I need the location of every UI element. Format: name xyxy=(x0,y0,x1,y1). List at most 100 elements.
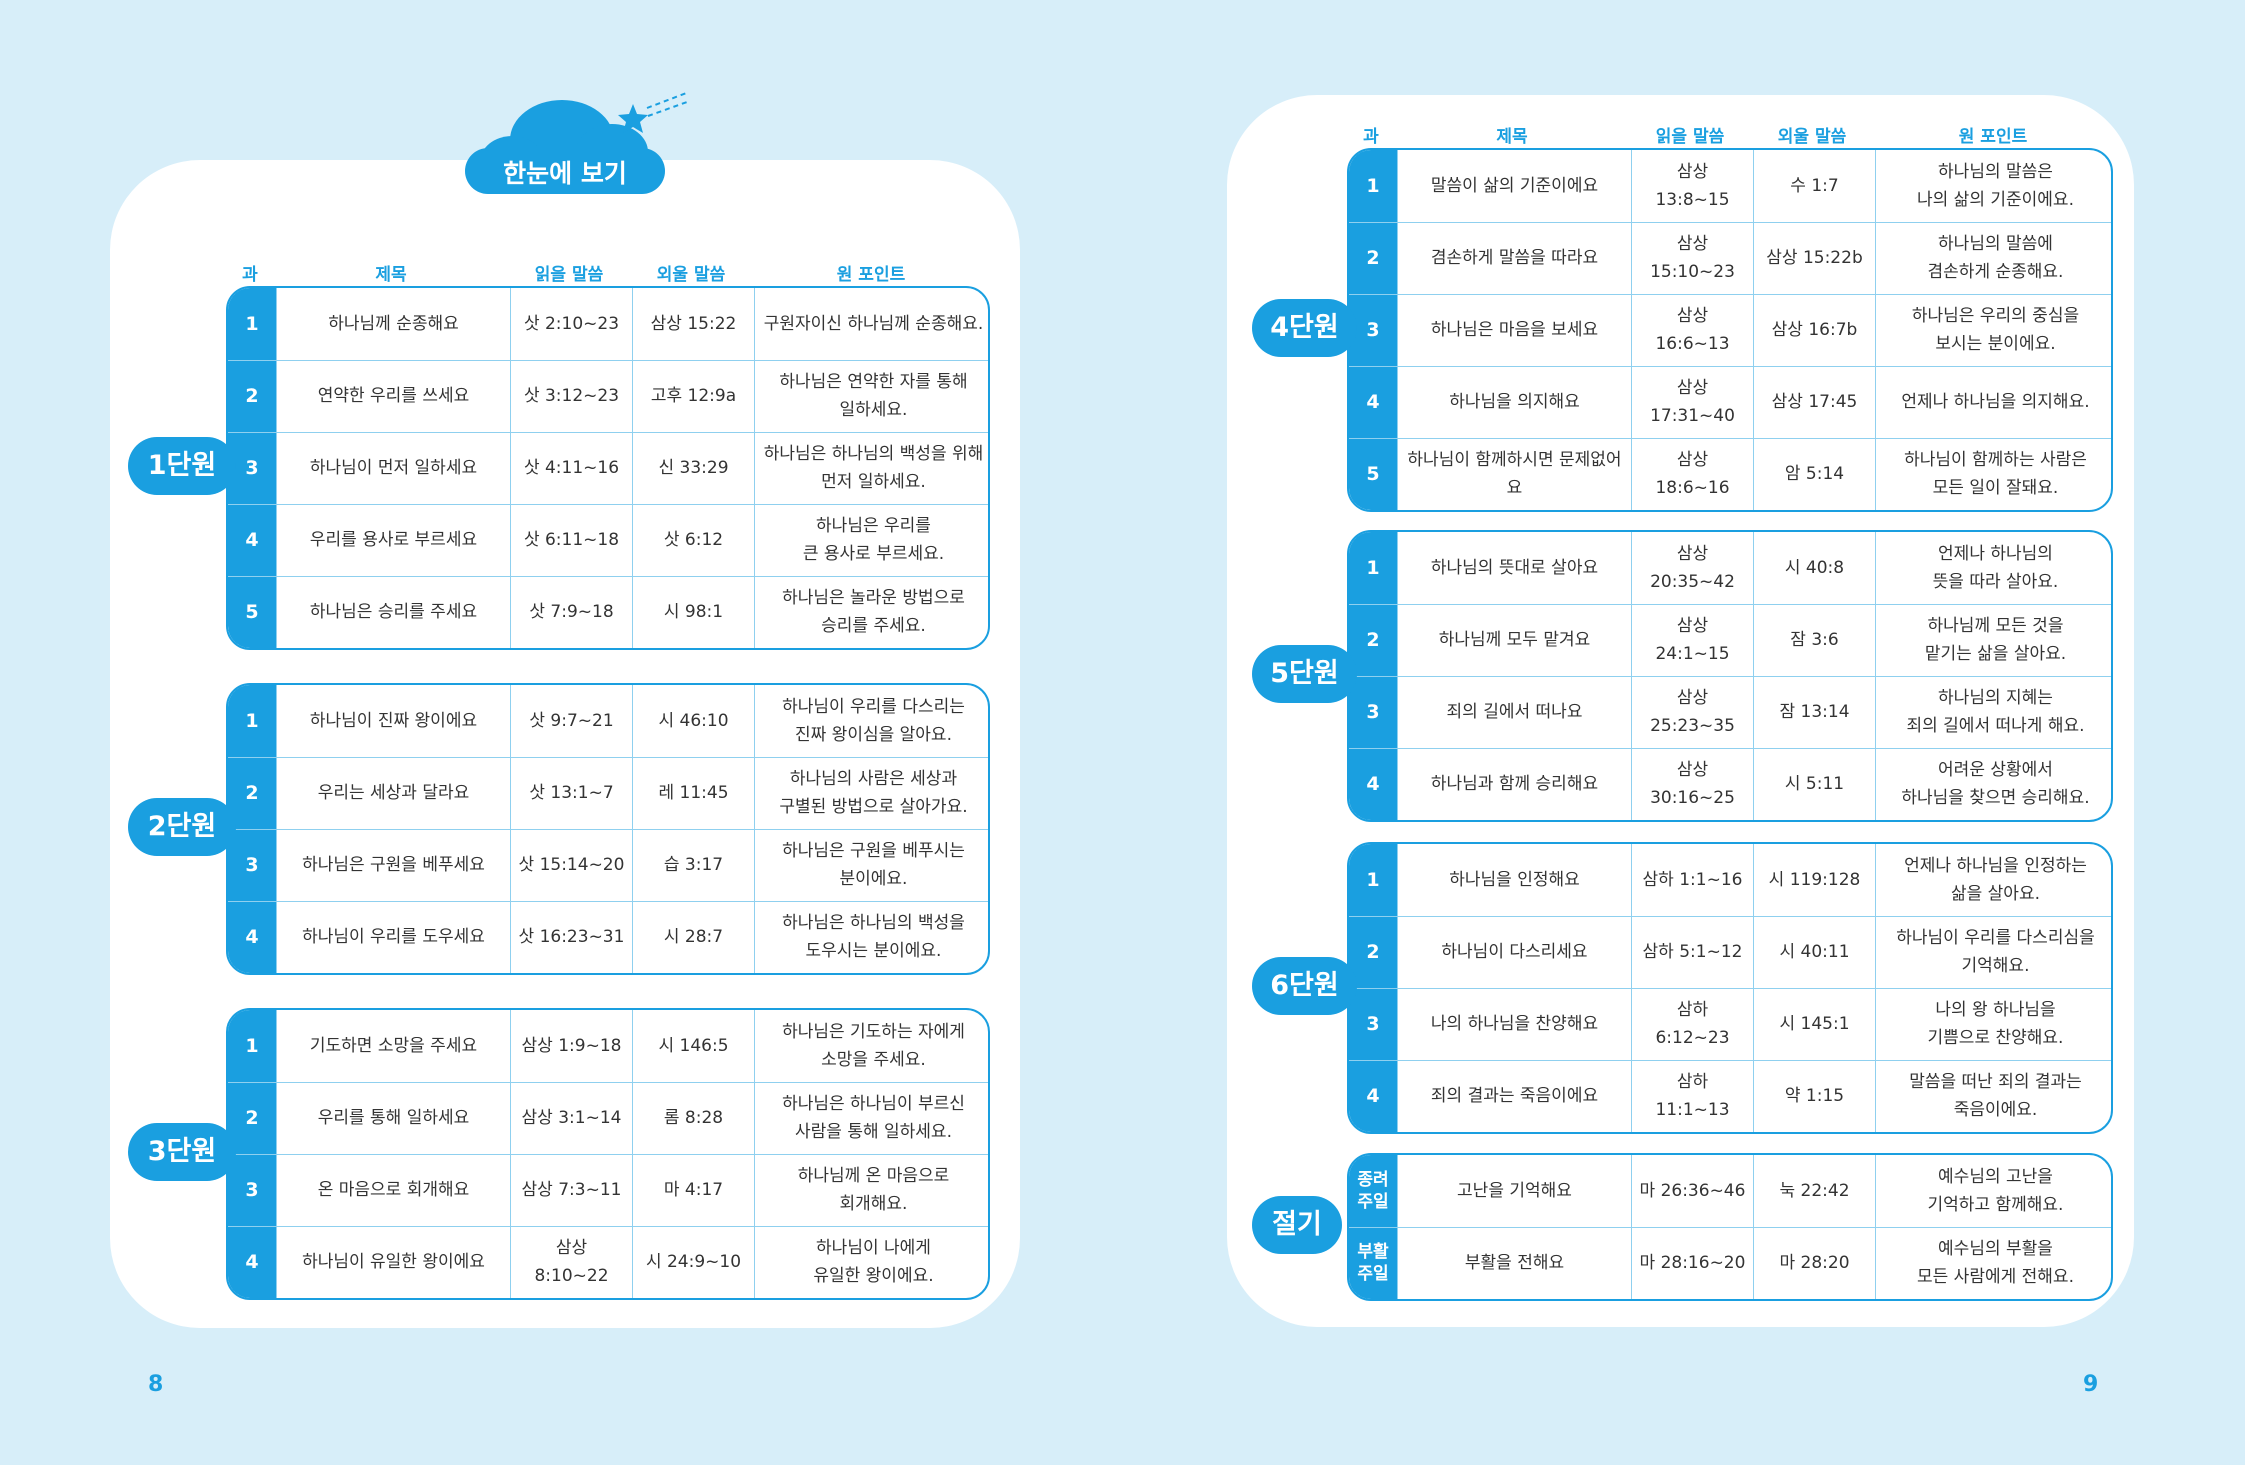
lesson-number: 2 xyxy=(245,1107,259,1129)
page-title: 한눈에 보기 xyxy=(503,159,627,188)
memory-verse: 수 1:7 xyxy=(1753,150,1875,222)
lesson-number: 5 xyxy=(1366,463,1380,485)
one-point-line: 기억해요. xyxy=(1961,956,2030,976)
memory-verse: 시 119:128 xyxy=(1753,844,1875,916)
header-reading: 읽을 말씀 xyxy=(1655,127,1725,147)
reading-passage: 삿 2:10~23 xyxy=(510,288,632,360)
unit-label: 4단원 xyxy=(1252,299,1357,357)
lesson-title: 고난을 기억해요 xyxy=(1397,1155,1631,1227)
lesson-number: 1 xyxy=(245,1035,259,1057)
one-point-line: 승리를 주세요. xyxy=(821,616,926,636)
one-point: 하나님은 놀라운 방법으로 승리를 주세요. xyxy=(754,576,988,648)
reading-passage: 삿 3:12~23 xyxy=(510,360,632,432)
lesson-title: 하나님은 구원을 베푸세요 xyxy=(276,829,510,901)
one-point-lines: 예수님의 고난을 기억하고 함께해요. xyxy=(1928,1163,2064,1219)
one-point-line: 언제나 하나님을 의지해요. xyxy=(1901,392,2090,412)
one-point-lines: 하나님은 놀라운 방법으로 승리를 주세요. xyxy=(782,584,965,640)
table-row: 1 기도하면 소망을 주세요 삼상 1:9~18 시 146:5 하나님은 기도하는 자… xyxy=(228,1010,988,1082)
reading-passage: 삼상 13:8~15 xyxy=(1631,150,1753,222)
one-point-line: 진짜 왕이심을 알아요. xyxy=(795,725,952,745)
table-row: 1 하나님이 진짜 왕이에요 삿 9:7~21 시 46:10 하나님이 우리를 다스리… xyxy=(228,685,988,757)
table-row: 5 하나님이 함께하시면 문제없어요 삼상 18:6~16 암 5:14 하나님이 함께… xyxy=(1349,438,2111,510)
memory-verse: 삼상 16:7b xyxy=(1753,294,1875,366)
lesson-number: 2 xyxy=(245,782,259,804)
lesson-number: 부활 주일 xyxy=(1349,1227,1397,1299)
one-point-lines: 하나님의 지혜는 죄의 길에서 떠나게 해요. xyxy=(1906,684,2084,740)
table-row: 2 우리는 세상과 달라요 삿 13:1~7 레 11:45 하나님의 사람은 세상과 구… xyxy=(228,757,988,829)
lesson-number-strip xyxy=(1349,150,1397,510)
one-point: 하나님은 연약한 자를 통해 일하세요. xyxy=(754,360,988,432)
one-point-line: 나의 삶의 기준이에요. xyxy=(1917,190,2074,210)
table-row: 3 죄의 길에서 떠나요 삼상 25:23~35 잠 13:14 하나님의 지혜는 죄의 … xyxy=(1349,676,2111,748)
one-point: 하나님은 하나님의 백성을 도우시는 분이에요. xyxy=(754,901,988,973)
one-point-line: 하나님이 우리를 다스리는 xyxy=(782,697,965,717)
unit-table: 1 하나님이 진짜 왕이에요 삿 9:7~21 시 46:10 하나님이 우리를 다스리… xyxy=(226,683,990,975)
column-headers-left: 과 제목 읽을 말씀 외울 말씀 원 포인트 xyxy=(226,260,990,290)
row-divider xyxy=(228,1154,276,1155)
table-row: 부활 주일 부활을 전해요 마 28:16~20 마 28:20 예수님의 부활을 모든 … xyxy=(1349,1227,2111,1299)
lesson-number: 2 xyxy=(1366,247,1380,269)
one-point-line: 맡기는 삶을 살아요. xyxy=(1924,644,2067,664)
reading-passage: 삿 6:11~18 xyxy=(510,504,632,576)
one-point: 나의 왕 하나님을 기쁨으로 찬양해요. xyxy=(1875,988,2111,1060)
row-divider xyxy=(1349,294,1397,295)
one-point-line: 언제나 하나님을 인정하는 xyxy=(1904,856,2087,876)
one-point-line: 하나님은 하나님의 백성을 xyxy=(782,913,965,933)
header-title: 제목 xyxy=(375,265,407,285)
row-divider xyxy=(228,576,276,577)
one-point-line: 일하세요. xyxy=(839,400,908,420)
one-point: 하나님께 온 마음으로 회개해요. xyxy=(754,1154,988,1226)
one-point: 하나님은 기도하는 자에게 소망을 주세요. xyxy=(754,1010,988,1082)
reading-passage: 삼상 24:1~15 xyxy=(1631,604,1753,676)
reading-passage: 삼상 17:31~40 xyxy=(1631,366,1753,438)
memory-verse: 삿 6:12 xyxy=(632,504,754,576)
table-row: 2 하나님이 다스리세요 삼하 5:1~12 시 40:11 하나님이 우리를 다스리심… xyxy=(1349,916,2111,988)
memory-verse: 시 28:7 xyxy=(632,901,754,973)
table-row: 3 하나님은 구원을 베푸세요 삿 15:14~20 습 3:17 하나님은 구원을 베… xyxy=(228,829,988,901)
one-point-line: 모든 일이 잘돼요. xyxy=(1932,478,2059,498)
memory-verse: 암 5:14 xyxy=(1753,438,1875,510)
one-point-lines: 어려운 상황에서 하나님을 찾으면 승리해요. xyxy=(1901,756,2089,812)
one-point-line: 예수님의 부활을 xyxy=(1938,1239,2053,1259)
one-point-line: 하나님은 우리의 중심을 xyxy=(1911,306,2080,326)
row-divider xyxy=(1349,222,1397,223)
table-row: 4 하나님과 함께 승리해요 삼상 30:16~25 시 5:11 어려운 상황에서 하나… xyxy=(1349,748,2111,820)
lesson-title: 우리는 세상과 달라요 xyxy=(276,757,510,829)
row-divider xyxy=(1349,366,1397,367)
row-divider xyxy=(1397,916,2111,917)
one-point-lines: 하나님은 기도하는 자에게 소망을 주세요. xyxy=(782,1018,965,1074)
lesson-title: 하나님이 우리를 도우세요 xyxy=(276,901,510,973)
unit-label: 2단원 xyxy=(128,798,236,856)
reading-passage: 삼하 5:1~12 xyxy=(1631,916,1753,988)
reading-passage: 삼상 25:23~35 xyxy=(1631,676,1753,748)
row-divider xyxy=(1349,604,1397,605)
one-point-lines: 예수님의 부활을 모든 사람에게 전해요. xyxy=(1917,1235,2074,1291)
reading-passage: 삼하 11:1~13 xyxy=(1631,1060,1753,1132)
one-point-lines: 하나님은 하나님의 백성을 도우시는 분이에요. xyxy=(782,909,965,965)
unit-table: 1 하나님을 인정해요 삼하 1:1~16 시 119:128 언제나 하나님을 인정하… xyxy=(1347,842,2113,1134)
lesson-number: 3 xyxy=(245,457,259,479)
memory-verse: 시 146:5 xyxy=(632,1010,754,1082)
table-row: 4 하나님이 우리를 도우세요 삿 16:23~31 시 28:7 하나님은 하나님의 … xyxy=(228,901,988,973)
one-point-line: 죽음이에요. xyxy=(1953,1100,2038,1120)
one-point-line: 어려운 상황에서 xyxy=(1938,760,2053,780)
column-headers-right: 과 제목 읽을 말씀 외울 말씀 원 포인트 xyxy=(1347,122,2113,152)
lesson-number: 2 xyxy=(1366,941,1380,963)
lesson-title: 우리를 용사로 부르세요 xyxy=(276,504,510,576)
row-divider xyxy=(1397,988,2111,989)
row-divider xyxy=(228,901,276,902)
one-point-line: 하나님이 함께하는 사람은 xyxy=(1904,450,2087,470)
one-point-line: 큰 용사로 부르세요. xyxy=(802,544,945,564)
one-point-lines: 언제나 하나님을 의지해요. xyxy=(1901,388,2089,416)
one-point-line: 하나님은 하나님이 부르신 xyxy=(782,1094,965,1114)
lesson-number: 3 xyxy=(1366,319,1380,341)
row-divider xyxy=(1349,1227,1397,1228)
one-point-line: 유일한 왕이에요. xyxy=(813,1266,934,1286)
lesson-title: 나의 하나님을 찬양해요 xyxy=(1397,988,1631,1060)
memory-verse: 잠 13:14 xyxy=(1753,676,1875,748)
header-title: 제목 xyxy=(1496,127,1528,147)
lesson-number: 4 xyxy=(245,926,259,948)
one-point: 예수님의 부활을 모든 사람에게 전해요. xyxy=(1875,1227,2111,1299)
